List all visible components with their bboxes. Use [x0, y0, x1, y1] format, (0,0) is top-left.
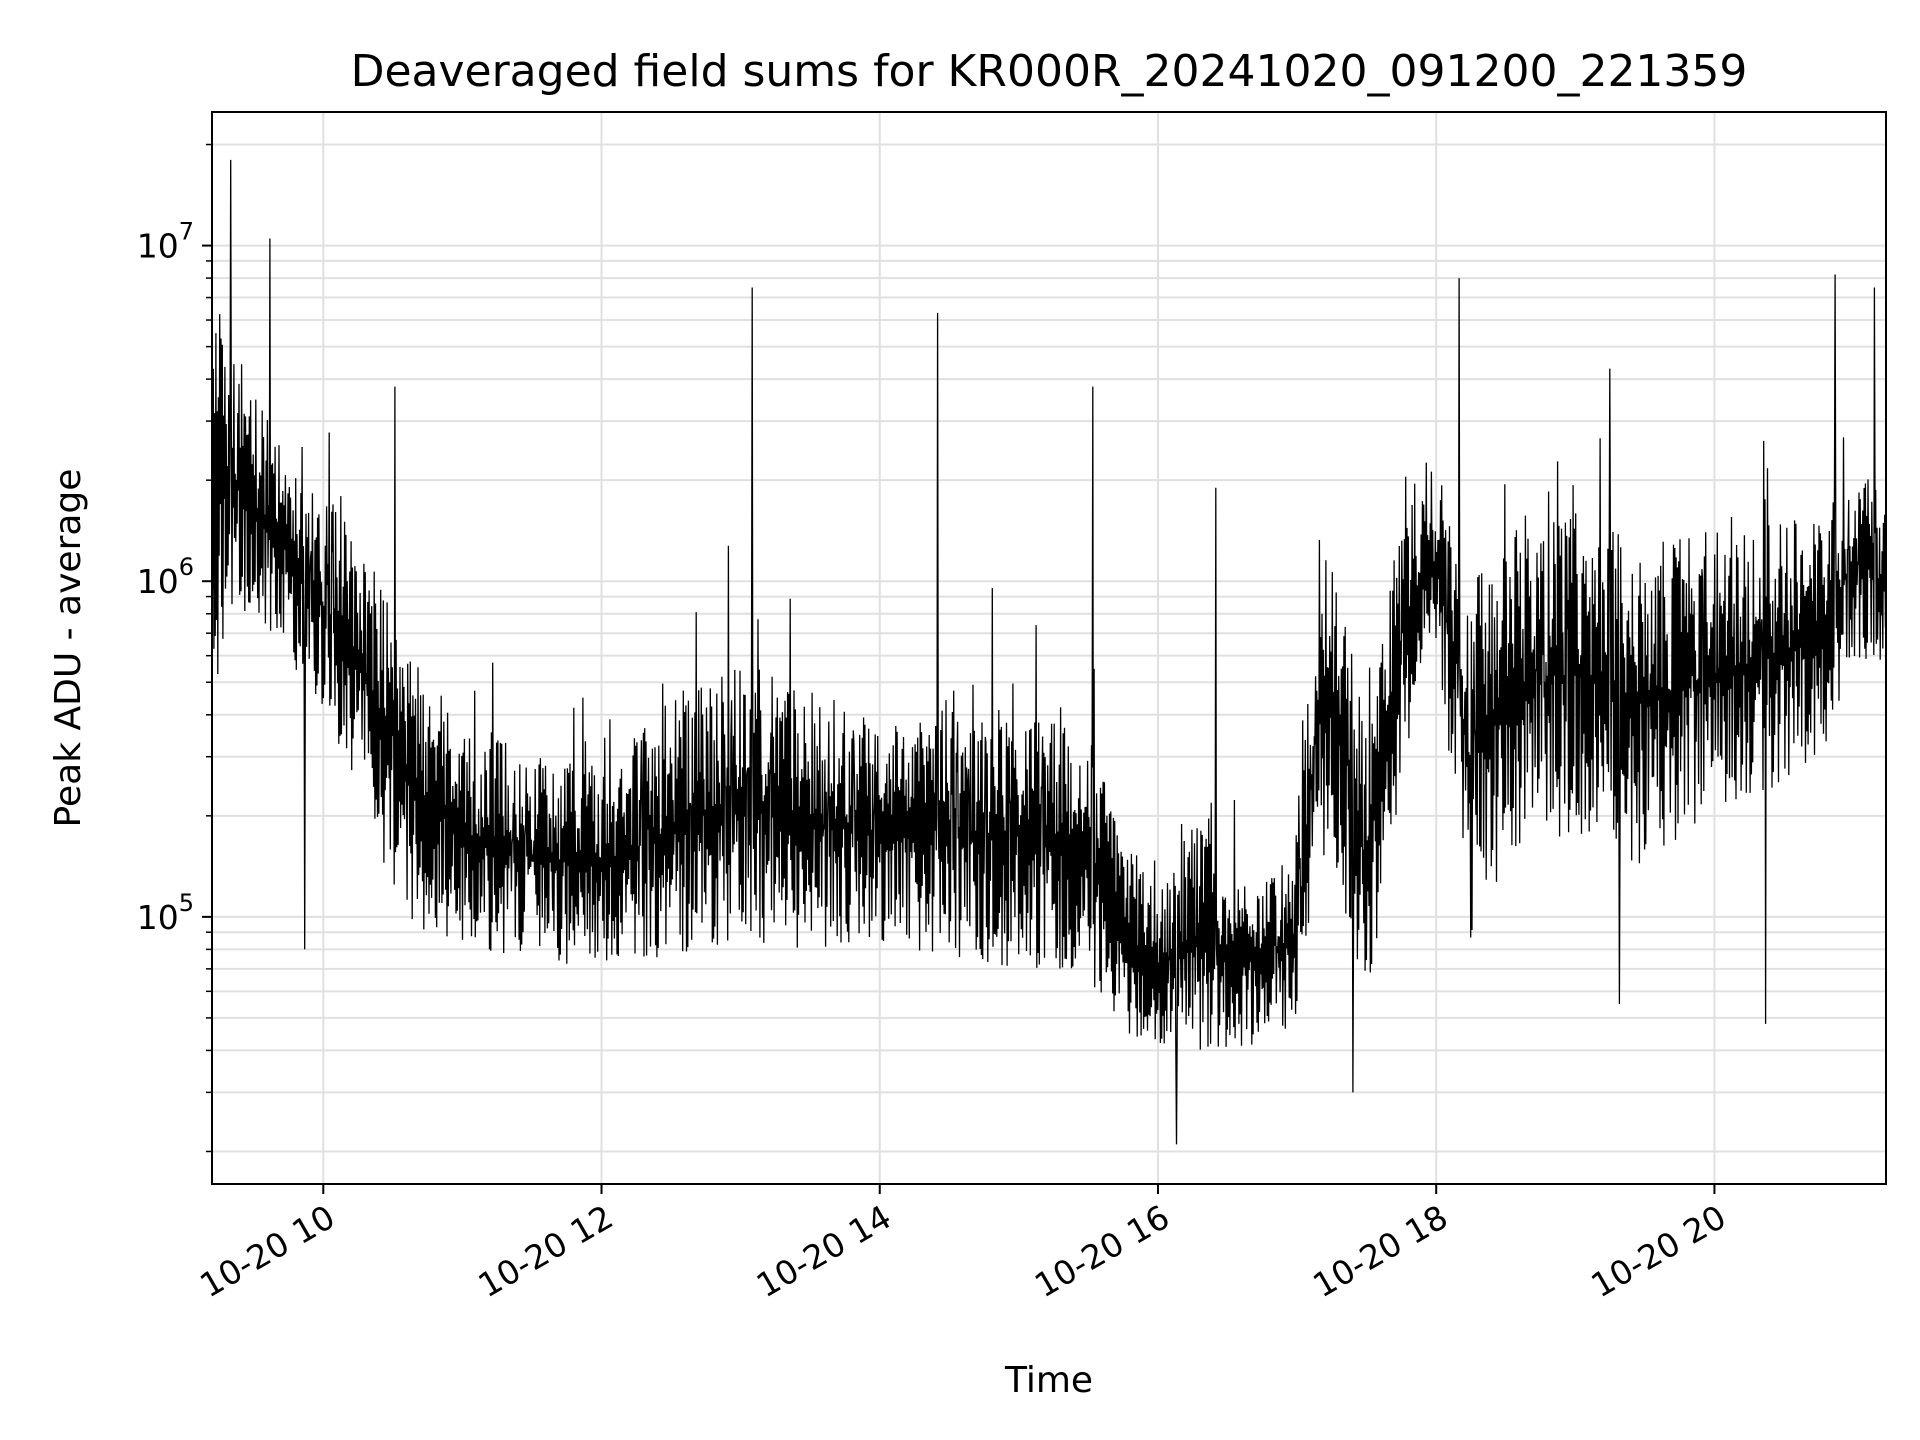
plot-frame: [211, 111, 1887, 1185]
y-tick-base: 10: [137, 227, 179, 266]
y-tick-base: 10: [137, 898, 179, 937]
y-tick-base: 10: [137, 562, 179, 601]
y-axis-title: Peak ADU - average: [48, 469, 89, 828]
data-layer: [212, 159, 1886, 1145]
y-tick-exponent: 5: [179, 889, 194, 917]
y-tick-label: 105: [137, 889, 194, 937]
y-tick-label: 107: [137, 218, 194, 266]
x-axis-title: Time: [1004, 1360, 1093, 1401]
y-tick-exponent: 6: [179, 553, 194, 581]
y-tick-exponent: 7: [179, 218, 194, 246]
y-tick-label: 106: [137, 553, 194, 601]
series-line: [212, 159, 1886, 1145]
chart-title: Deaveraged field sums for KR000R_2024102…: [351, 46, 1748, 97]
